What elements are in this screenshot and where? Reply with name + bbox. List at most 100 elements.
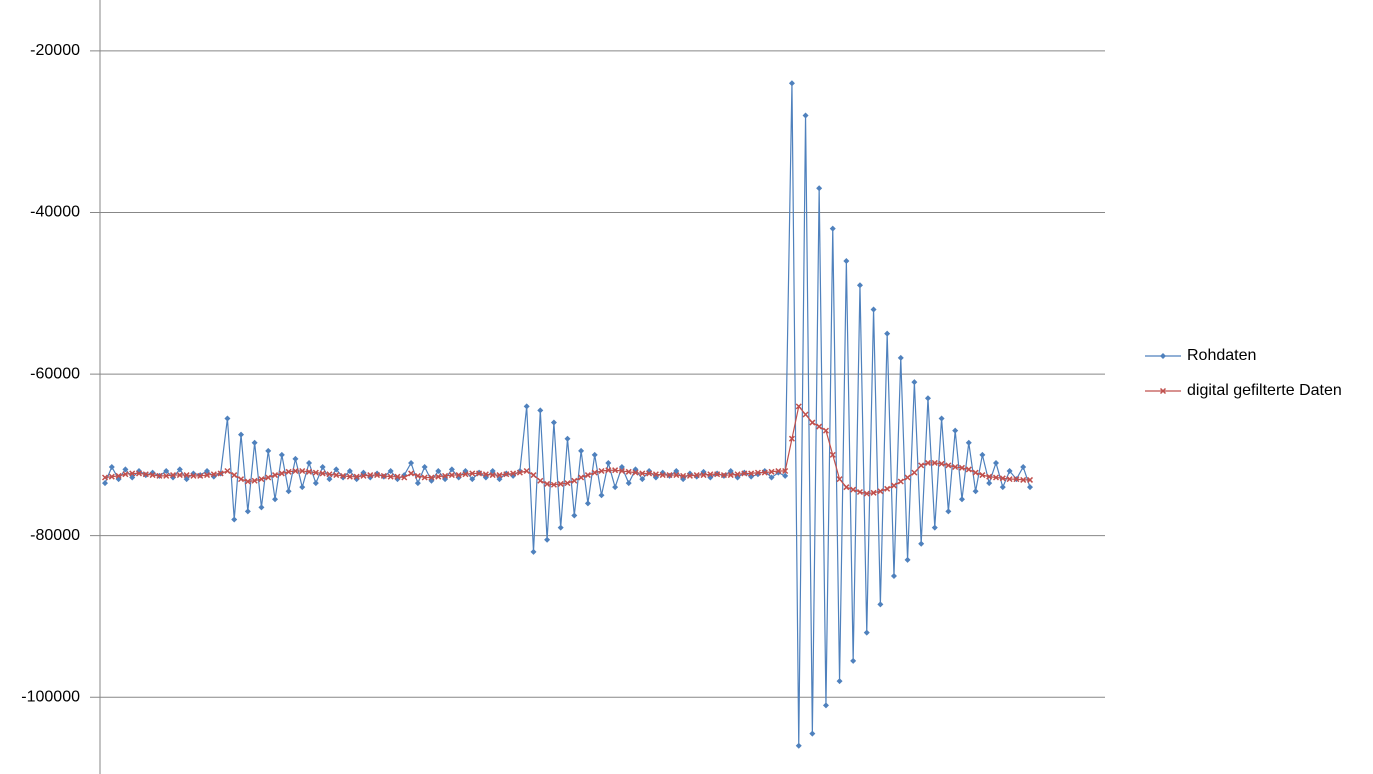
data-point [489, 472, 496, 479]
data-point [312, 480, 319, 487]
data-point [795, 742, 802, 749]
data-point [231, 516, 238, 523]
data-point [224, 467, 231, 475]
data-point [904, 474, 911, 481]
data-point [591, 469, 598, 476]
y-tick-label: -60000 [30, 365, 80, 382]
data-point [802, 411, 809, 418]
data-point [788, 80, 795, 87]
data-point [414, 472, 421, 479]
data-point [251, 439, 258, 446]
y-tick-label: -20000 [30, 42, 80, 59]
data-point [217, 470, 224, 477]
data-point [673, 472, 680, 479]
data-point [795, 403, 802, 410]
data-point [965, 439, 972, 446]
data-point [319, 470, 326, 477]
data-point [809, 730, 816, 737]
data-point [850, 486, 857, 493]
data-point [775, 467, 782, 475]
series [102, 80, 1033, 749]
data-point [741, 470, 748, 477]
data-point [958, 496, 965, 503]
data-point [238, 431, 245, 438]
y-tick-label: -80000 [30, 527, 80, 544]
data-point [550, 419, 557, 426]
data-point [448, 472, 455, 479]
data-point [503, 471, 510, 478]
data-point [965, 466, 972, 473]
data-point [945, 462, 952, 469]
data-point [931, 524, 938, 531]
data-point [455, 472, 462, 479]
data-point [333, 466, 340, 473]
data-point [945, 508, 952, 515]
data-point [612, 467, 619, 474]
data-point [108, 473, 115, 480]
data-point [646, 470, 653, 477]
legend-marker [1159, 387, 1167, 395]
data-point [700, 472, 707, 479]
data-point [408, 459, 415, 466]
data-point [788, 435, 795, 442]
data-point [850, 657, 857, 664]
data-point [523, 467, 530, 475]
data-point [142, 471, 149, 478]
data-point [231, 472, 238, 479]
data-point [224, 415, 231, 422]
data-point [986, 480, 993, 487]
data-point [686, 472, 693, 479]
data-point [591, 451, 598, 458]
data-point [387, 473, 394, 480]
data-point [428, 474, 435, 481]
data-point [516, 469, 523, 476]
data-point [340, 472, 347, 479]
data-point [292, 455, 299, 462]
data-point [244, 478, 251, 485]
data-point [285, 468, 292, 475]
data-point [333, 472, 340, 479]
data-point [237, 476, 245, 483]
data-point [884, 330, 891, 337]
data-point [149, 472, 156, 479]
data-point [544, 536, 551, 543]
data-point [618, 467, 625, 475]
data-point [639, 470, 646, 477]
data-point [442, 472, 449, 479]
data-point [578, 447, 585, 454]
data-point [625, 468, 632, 475]
data-point [999, 484, 1006, 491]
data-point [163, 468, 170, 475]
data-point [571, 512, 578, 519]
data-point [836, 678, 843, 685]
series [101, 403, 1034, 497]
data-point [714, 471, 721, 478]
data-point [251, 477, 258, 484]
data-point [129, 470, 136, 477]
data-point [557, 524, 564, 531]
data-point [734, 471, 741, 478]
data-point [210, 471, 217, 478]
data-point [884, 485, 891, 492]
data-point [598, 467, 605, 475]
data-point [353, 473, 360, 480]
data-point [374, 472, 381, 479]
data-point [856, 282, 863, 289]
data-point [890, 482, 898, 489]
data-point [401, 474, 408, 481]
data-point [992, 459, 999, 466]
data-point [312, 469, 319, 476]
data-point [843, 257, 850, 264]
data-point [938, 460, 945, 467]
y-tick-label: -40000 [30, 204, 80, 221]
data-point [816, 423, 823, 430]
data-point [299, 484, 306, 491]
data-point [598, 492, 605, 499]
data-point [782, 467, 789, 475]
data-point [183, 472, 190, 479]
data-point [856, 489, 863, 496]
data-point [816, 185, 823, 192]
data-point [102, 480, 108, 487]
data-point [394, 473, 401, 480]
